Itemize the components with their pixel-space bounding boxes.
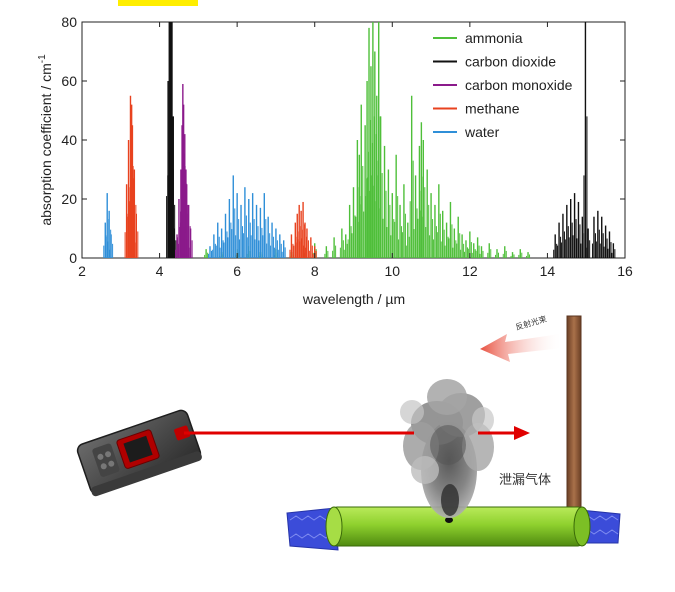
highlight-mark — [118, 0, 198, 6]
series-methane — [124, 95, 317, 258]
laser-beam — [184, 426, 530, 440]
reflected-beam-label: 反射光束 — [514, 314, 548, 332]
series-water — [103, 175, 286, 258]
reflector-pole — [566, 315, 582, 521]
gas-plume — [400, 379, 494, 518]
y-tick-label: 80 — [61, 14, 77, 30]
leak-hole — [445, 517, 453, 523]
series-carbon-monoxide — [175, 83, 193, 258]
laser-detector-device — [76, 409, 202, 497]
x-tick-label: 10 — [384, 263, 400, 279]
gas-pipe — [286, 506, 621, 551]
y-tick-label: 40 — [61, 132, 77, 148]
legend-label: carbon dioxide — [465, 54, 556, 70]
x-tick-label: 4 — [156, 263, 164, 279]
x-tick-label: 16 — [617, 263, 633, 279]
absorption-chart: 2 4 6 8 10 12 14 16 0 20 40 60 80 wavelength / µm a… — [37, 14, 633, 307]
x-tick-label: 8 — [311, 263, 319, 279]
y-tick-label: 20 — [61, 191, 77, 207]
series-carbon-dioxide — [166, 22, 616, 258]
x-tick-label: 6 — [233, 263, 241, 279]
legend: ammonia carbon dioxide carbon monoxide meth… — [433, 30, 573, 140]
legend-label: carbon monoxide — [465, 77, 573, 93]
x-axis-label: wavelength / µm — [302, 291, 405, 307]
legend-label: methane — [465, 101, 520, 117]
gas-detection-diagram: 反射光束 — [76, 314, 621, 551]
leaking-gas-label: 泄漏气体 — [499, 472, 551, 488]
y-axis-label-group: absorption coefficient / cm-1 — [37, 54, 54, 226]
reflected-beam-arrow — [480, 334, 563, 362]
x-tick-label: 12 — [462, 263, 478, 279]
y-tick-label: 60 — [61, 73, 77, 89]
legend-label: water — [464, 124, 500, 140]
legend-label: ammonia — [465, 30, 523, 46]
y-tick-label: 0 — [69, 250, 77, 266]
x-tick-label: 2 — [78, 263, 86, 279]
y-axis: 0 20 40 60 80 — [61, 14, 625, 266]
y-axis-label: absorption coefficient / cm-1 — [37, 54, 54, 226]
x-axis: 2 4 6 8 10 12 14 16 — [78, 22, 633, 279]
series-layer — [103, 22, 616, 258]
x-tick-label: 14 — [540, 263, 556, 279]
